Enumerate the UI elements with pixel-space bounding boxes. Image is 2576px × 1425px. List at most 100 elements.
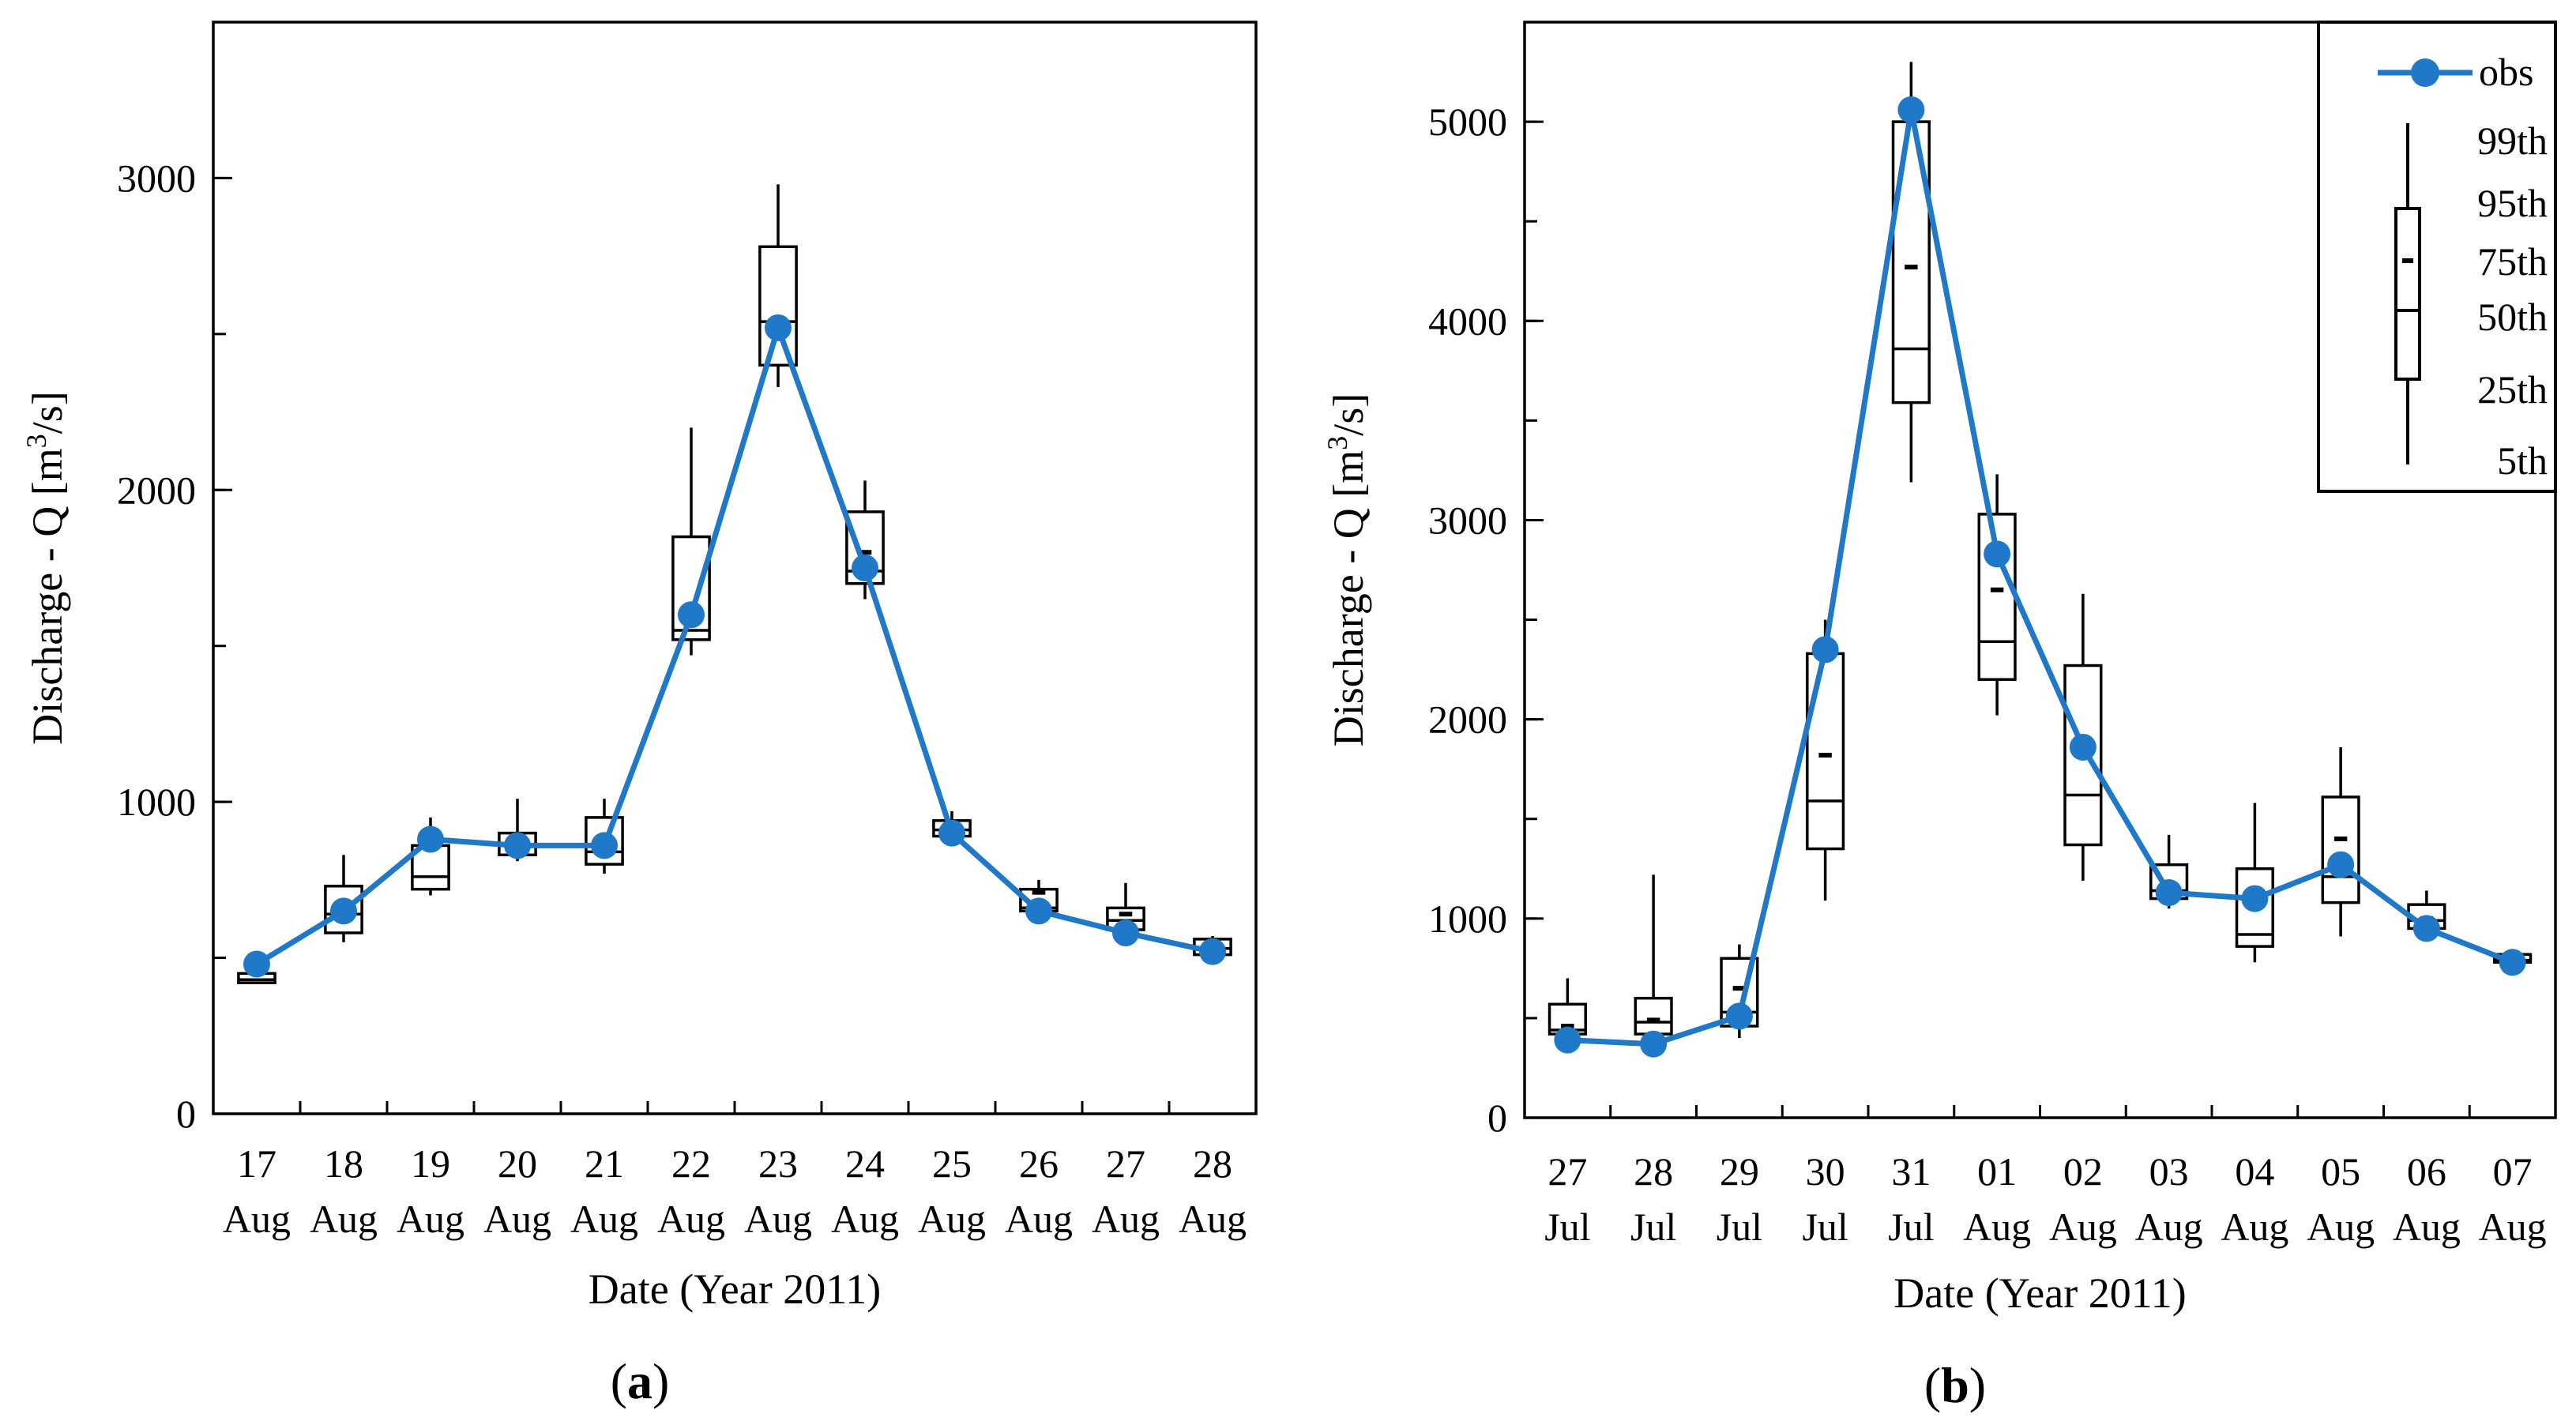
panel-a-x-tick-month: Aug (223, 1197, 291, 1241)
panel-b-x-tick-month: Aug (2307, 1205, 2375, 1249)
panel-a-x-tick-day: 17 (237, 1141, 276, 1186)
panel-a-x-axis-label: Date (Year 2011) (589, 1265, 881, 1313)
panel-a-obs-point-24 (852, 555, 878, 581)
panel-b-x-tick-day: 31 (1891, 1149, 1931, 1194)
panel-b-y-axis-label: Discharge - Q [m3/s] (1322, 393, 1372, 746)
panel-b-box-02 (2063, 593, 2103, 881)
panel-a-x-tick-day: 25 (932, 1141, 972, 1186)
panel-b-x-tick-day: 05 (2321, 1149, 2360, 1194)
panel-b-x-tick-month: Aug (2049, 1205, 2117, 1249)
legend-frame (2317, 21, 2557, 493)
panel-b-x-tick-month: Aug (2393, 1205, 2461, 1249)
panel-b-obs-point-06 (2412, 915, 2440, 942)
panel-b-obs-point-04 (2241, 885, 2269, 912)
panel-b-panel-label: (b) (1924, 1357, 1986, 1413)
panel-b-x-tick-month: Jul (1630, 1205, 1676, 1249)
panel-a-panel-label: (a) (611, 1353, 670, 1409)
panel-a-obs-point-18 (330, 897, 357, 925)
panel-a-x-tick-day: 21 (585, 1141, 624, 1186)
panel-b-x-tick-day: 01 (1977, 1149, 2017, 1194)
panel-a-plot-frame (212, 21, 1258, 1115)
legend-box-body (2394, 207, 2421, 381)
panel-a-obs-point-23 (765, 314, 792, 341)
box-body (2235, 867, 2274, 948)
panel-a-x-tick-month: Aug (744, 1197, 812, 1241)
panel-a-obs-point-21 (591, 832, 618, 859)
legend-label-99th: 99th (2477, 118, 2548, 163)
panel-a-obs-point-28 (1199, 938, 1226, 965)
panel-b-x-tick-day: 06 (2407, 1149, 2446, 1194)
panel-a-x-tick-day: 26 (1019, 1141, 1059, 1186)
panel-a-x-tick-month: Aug (831, 1197, 899, 1241)
panel-a-x-tick-month: Aug (1005, 1197, 1073, 1241)
panel-b-x-tick-day: 03 (2149, 1149, 2189, 1194)
panel-a-y-tick-label: 2000 (117, 468, 196, 512)
panel-b-x-tick-month: Aug (2135, 1205, 2203, 1249)
panel-a-x-tick-month: Aug (1179, 1197, 1247, 1241)
panel-a-obs-point-27 (1112, 919, 1139, 946)
panel-b-obs-point-02 (2069, 733, 2097, 761)
box-body (1634, 996, 1673, 1036)
box-body (1806, 652, 1845, 851)
box-body (671, 535, 711, 641)
panel-b-x-tick-day: 04 (2235, 1149, 2274, 1194)
panel-b-obs-point-05 (2327, 851, 2355, 878)
panel-a-y-tick-label: 0 (176, 1092, 196, 1136)
panel-a-x-tick-month: Aug (397, 1197, 464, 1241)
box-body (324, 885, 363, 934)
panel-b-x-tick-month: Aug (1963, 1205, 2031, 1249)
panel-a-x-tick-day: 18 (324, 1141, 363, 1186)
panel-a-obs-point-22 (678, 601, 705, 629)
legend-obs-marker (2411, 58, 2439, 87)
panel-b-obs-point-07 (2499, 949, 2526, 976)
panel-b-obs-point-30 (1811, 636, 1839, 664)
panel-a-y-tick-label: 1000 (117, 780, 196, 824)
panel-b-y-tick-label: 2000 (1428, 697, 1507, 742)
panel-a-obs-point-19 (417, 825, 444, 853)
panel-a-x-tick-month: Aug (918, 1197, 986, 1241)
panel-b-x-tick-day: 27 (1547, 1149, 1587, 1194)
panel-b-x-tick-month: Aug (2221, 1205, 2288, 1249)
panel-b-x-tick-day: 28 (1634, 1149, 1673, 1194)
legend-label-5th: 5th (2497, 438, 2548, 483)
panel-a-x-tick-day: 20 (498, 1141, 537, 1186)
panel-b-box-05 (2321, 746, 2360, 937)
panel-b-box-04 (2235, 803, 2274, 963)
panel-a-obs-line (255, 325, 1213, 967)
panel-b-y-tick-label: 3000 (1428, 498, 1507, 542)
box-body (2063, 664, 2103, 847)
panel-b-x-tick-month: Jul (1888, 1205, 1934, 1249)
panel-b-obs-line (1567, 107, 2514, 1047)
panel-b-obs-point-29 (1725, 1002, 1753, 1030)
panel-b-y-tick-label: 4000 (1428, 299, 1507, 343)
panel-b-x-tick-month: Jul (1802, 1205, 1848, 1249)
panel-b-x-tick-month: Jul (1717, 1205, 1762, 1249)
panel-b-obs-point-31 (1897, 96, 1925, 123)
panel-a-x-tick-day: 19 (411, 1141, 450, 1186)
panel-b-x-tick-day: 07 (2493, 1149, 2533, 1194)
panel-b-box-28 (1634, 874, 1673, 1040)
legend-label-75th: 75th (2477, 239, 2548, 284)
panel-b-x-axis-label: Date (Year 2011) (1893, 1269, 2186, 1317)
panel-a-y-axis-label: Discharge - Q [m3/s] (21, 391, 71, 744)
panel-a-x-tick-month: Aug (1092, 1197, 1160, 1241)
box-body (2321, 795, 2360, 904)
panel-a-x-tick-day: 22 (671, 1141, 711, 1186)
panel-a-x-tick-day: 27 (1106, 1141, 1145, 1186)
panel-a-obs-point-17 (243, 950, 270, 978)
panel-a-obs-point-26 (1025, 897, 1052, 925)
legend-label-25th: 25th (2477, 367, 2548, 412)
panel-b-x-tick-day: 02 (2063, 1149, 2103, 1194)
panel-b-x-tick-day: 30 (1806, 1149, 1845, 1194)
legend: obs 99th 95th 75th 50th 25th 5th (2317, 21, 2557, 493)
panel-a-x-tick-day: 23 (758, 1141, 798, 1186)
chart-panel-b: 0 1000 2000 3000 4000 5000 27 Jul 28 Jul 29 Jul 30 Ju… (1322, 21, 2557, 1413)
panel-b-box-01 (1977, 474, 2017, 716)
panel-b-obs-point-27 (1554, 1026, 1581, 1054)
panel-a-x-tick-day: 24 (845, 1141, 885, 1186)
panel-b-x-tick-month: Aug (2479, 1205, 2547, 1249)
panel-b-obs-point-28 (1640, 1030, 1668, 1058)
panel-a-obs-point-25 (938, 819, 965, 847)
panel-a-obs-point-20 (504, 832, 531, 859)
